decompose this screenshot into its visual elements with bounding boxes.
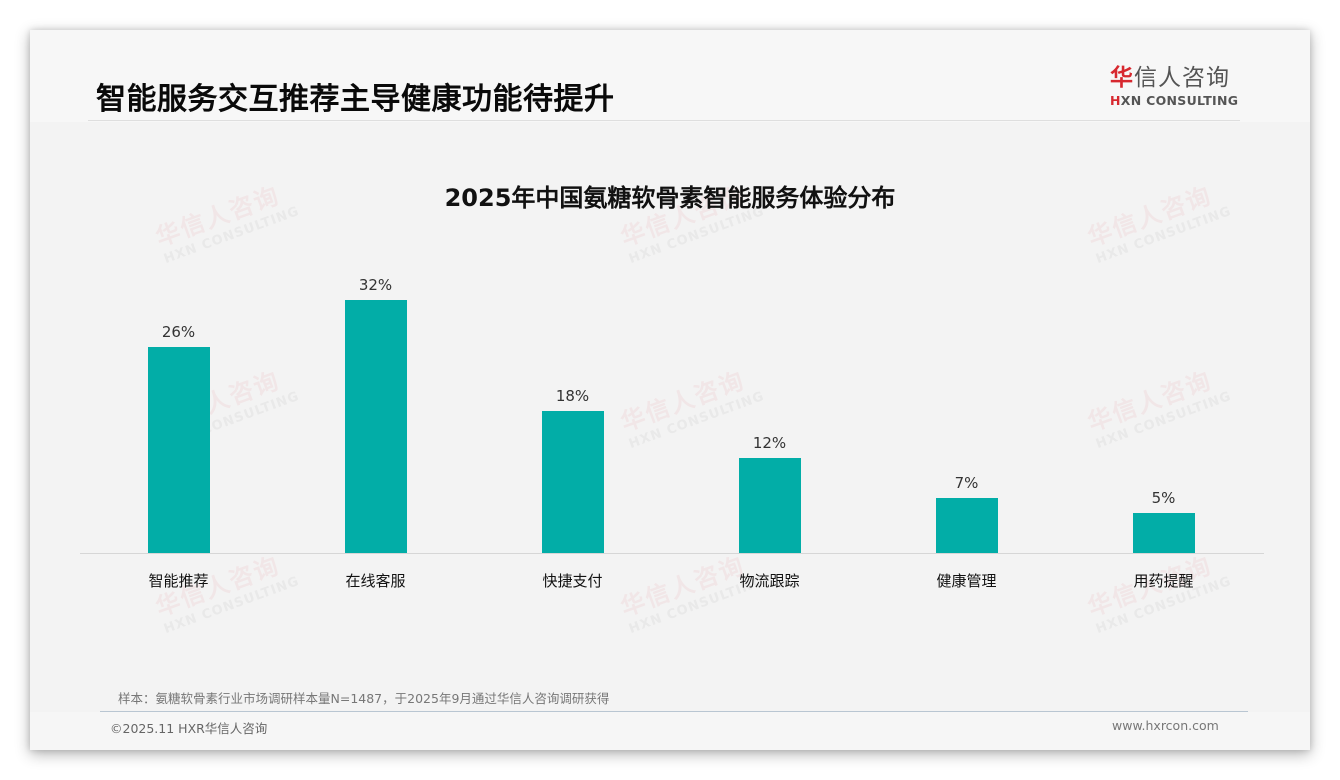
header-band: [30, 30, 1310, 122]
bar-group: 5% 用药提醒: [1065, 260, 1262, 590]
bar-value-label: 26%: [161, 323, 196, 341]
footer-band: [30, 712, 1310, 750]
x-tick-label: 智能推荐: [148, 572, 209, 590]
bar-group: 18% 快捷支付: [474, 260, 671, 590]
bar: [148, 347, 210, 553]
logo-cn-accent: 华: [1110, 65, 1134, 91]
bar-group: 26% 智能推荐: [80, 260, 277, 590]
x-axis-line: [80, 553, 1264, 554]
bar-group: 12% 物流跟踪: [671, 260, 868, 590]
source-note: 样本：氨糖软骨素行业市场调研样本量N=1487，于2025年9月通过华信人咨询调…: [118, 691, 610, 706]
bar-group: 32% 在线客服: [277, 260, 474, 590]
copyright-text: ©2025.11 HXR华信人咨询: [110, 721, 268, 736]
watermark-en: HXN CONSULTING: [1093, 203, 1234, 267]
bar: [542, 411, 604, 553]
bar-value-label: 7%: [954, 474, 979, 492]
watermark-en: HXN CONSULTING: [626, 203, 767, 267]
x-tick-label: 快捷支付: [542, 572, 603, 590]
x-tick-label: 在线客服: [345, 572, 406, 590]
bar: [739, 458, 801, 553]
footer-divider: [100, 711, 1248, 712]
page-title: 智能服务交互推荐主导健康功能待提升: [96, 82, 615, 117]
logo-en-accent: H: [1110, 93, 1121, 108]
slide: 华信人咨询 HXN CONSULTING 华信人咨询 HXN CONSULTIN…: [30, 30, 1310, 750]
x-tick-label: 物流跟踪: [739, 572, 800, 590]
website-link[interactable]: www.hxrcon.com: [1112, 718, 1219, 733]
bar-value-label: 18%: [555, 387, 590, 405]
bar-chart: 26% 智能推荐 32% 在线客服 18% 快捷支付 12% 物流跟踪 7% 健康管理 5% 用药提醒: [80, 260, 1264, 590]
bar-group: 7% 健康管理: [868, 260, 1065, 590]
title-divider: [88, 120, 1240, 121]
x-tick-label: 用药提醒: [1133, 572, 1194, 590]
x-tick-label: 健康管理: [936, 572, 997, 590]
logo-cn-rest: 信人咨询: [1134, 65, 1230, 91]
logo-en-rest: XN CONSULTING: [1120, 93, 1239, 108]
logo-en: HXN CONSULTING: [1110, 93, 1242, 108]
chart-title: 2025年中国氨糖软骨素智能服务体验分布: [444, 184, 896, 212]
watermark-en: HXN CONSULTING: [161, 203, 302, 267]
bar-value-label: 12%: [752, 434, 787, 452]
logo-cn: 华信人咨询: [1110, 64, 1242, 92]
bar: [936, 498, 998, 553]
bar: [1133, 513, 1195, 553]
bar-value-label: 5%: [1151, 489, 1176, 507]
bar-value-label: 32%: [358, 276, 393, 294]
bar: [345, 300, 407, 553]
company-logo: 华信人咨询 HXN CONSULTING: [1110, 64, 1242, 108]
